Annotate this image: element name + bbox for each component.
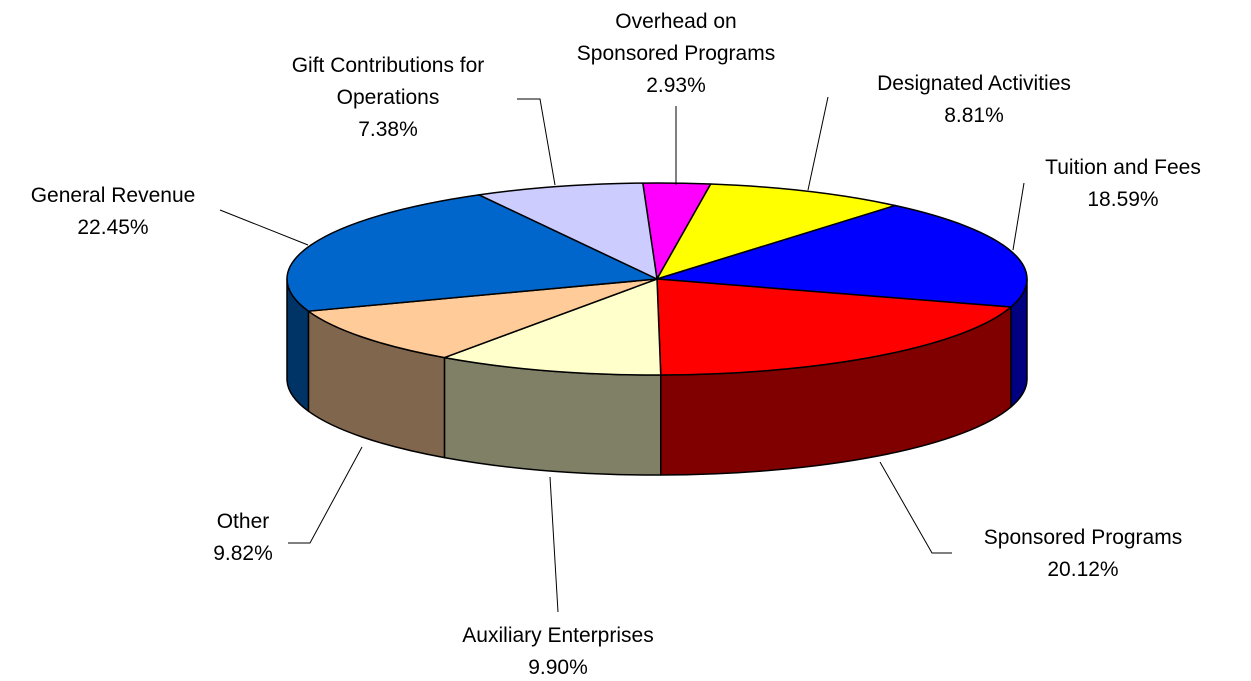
leader-line: [517, 98, 556, 186]
leader-line: [549, 476, 559, 613]
pie-slice: [286, 194, 658, 312]
slice-label: General Revenue 22.45%: [31, 180, 196, 244]
slice-label: Sponsored Programs 20.12%: [984, 522, 1182, 586]
leader-line: [807, 96, 829, 191]
pie-slice: [656, 183, 896, 280]
slice-label: Designated Activities 8.81%: [877, 68, 1071, 132]
leader-line: [1012, 182, 1025, 251]
slice-label: Auxiliary Enterprises 9.90%: [462, 620, 653, 681]
slice-label: Tuition and Fees 18.59%: [1045, 152, 1201, 216]
leader-line: [219, 209, 309, 246]
leader-line: [879, 461, 952, 554]
value-label: 20.12%: [1047, 558, 1119, 581]
category-name: Gift Contributions for Operations: [291, 54, 485, 109]
category-name: General Revenue: [30, 184, 196, 207]
value-label: 8.81%: [944, 104, 1004, 127]
slice-label: Gift Contributions for Operations 7.38%: [292, 50, 485, 146]
category-name: Auxiliary Enterprises: [462, 624, 654, 647]
category-name: Other: [216, 510, 270, 533]
slice-label: Other 9.82%: [213, 506, 273, 570]
pie-slice: [656, 204, 1028, 308]
pie-slice: [307, 278, 658, 359]
pie-slice: [478, 182, 658, 280]
value-label: 9.90%: [528, 656, 588, 679]
pie-slice: [656, 278, 1012, 376]
category-name: Sponsored Programs: [983, 526, 1183, 549]
value-label: 2.93%: [646, 74, 706, 97]
category-name: Designated Activities: [877, 72, 1071, 95]
value-label: 22.45%: [77, 216, 149, 239]
category-name: Overhead on Sponsored Programs: [576, 10, 776, 65]
value-label: 7.38%: [358, 118, 418, 141]
value-label: 18.59%: [1087, 188, 1159, 211]
pie-slice: [443, 278, 662, 376]
slice-label: Overhead on Sponsored Programs 2.93%: [577, 6, 775, 102]
category-name: Tuition and Fees: [1045, 156, 1201, 179]
value-label: 9.82%: [213, 542, 273, 565]
leader-line: [288, 446, 363, 544]
